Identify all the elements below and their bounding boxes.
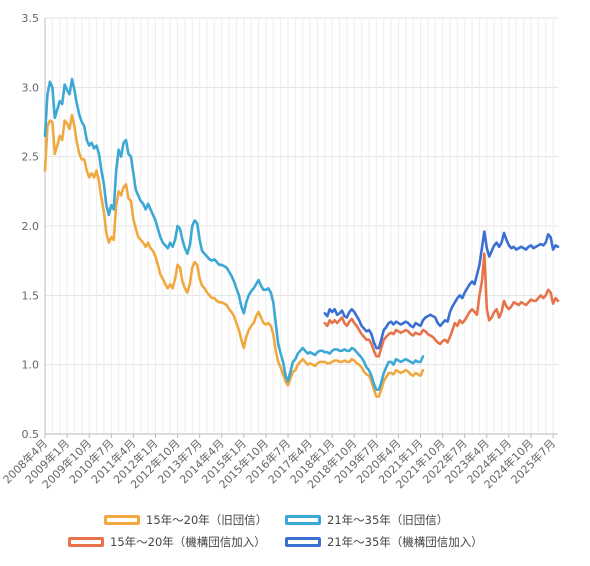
legend-row-1: 15年〜20年（旧団信） 21年〜35年（旧団信） [0, 512, 590, 534]
legend-row-2: 15年〜20年（機構団信加入） 21年〜35年（機構団信加入） [0, 534, 590, 556]
line-chart: 0.51.01.52.02.53.03.52008年4月2009年1月2009年… [0, 12, 560, 491]
y-tick-label: 2.0 [22, 220, 40, 233]
legend-label: 15年〜20年（機構団信加入） [110, 535, 266, 549]
legend-item-old-15-20[interactable]: 15年〜20年（旧団信） [104, 512, 267, 528]
series-lines [43, 77, 560, 398]
axes: 0.51.01.52.02.53.03.52008年4月2009年1月2009年… [0, 12, 558, 491]
legend-swatch [68, 537, 104, 547]
grid [44, 17, 558, 435]
series-line-3 [323, 252, 560, 358]
legend-swatch [285, 515, 321, 525]
y-tick-label: 2.5 [22, 151, 40, 164]
series-line-1 [43, 113, 425, 398]
y-tick-label: 3.5 [22, 12, 40, 25]
legend-swatch [104, 515, 140, 525]
y-tick-label: 0.5 [22, 428, 40, 441]
legend-item-old-21-35[interactable]: 21年〜35年（旧団信） [285, 512, 448, 528]
y-tick-label: 1.0 [22, 359, 40, 372]
series-line-2 [43, 77, 425, 391]
legend-swatch [285, 537, 321, 547]
legend-item-new-15-20[interactable]: 15年〜20年（機構団信加入） [68, 534, 266, 550]
legend-item-new-21-35[interactable]: 21年〜35年（機構団信加入） [285, 534, 483, 550]
series-line-4 [323, 230, 560, 350]
legend-label: 21年〜35年（機構団信加入） [327, 535, 483, 549]
legend: 15年〜20年（旧団信） 21年〜35年（旧団信） 15年〜20年（機構団信加入… [0, 512, 590, 556]
legend-label: 15年〜20年（旧団信） [146, 513, 268, 527]
legend-label: 21年〜35年（旧団信） [327, 513, 449, 527]
y-tick-label: 3.0 [22, 81, 40, 94]
y-tick-label: 1.5 [22, 289, 40, 302]
